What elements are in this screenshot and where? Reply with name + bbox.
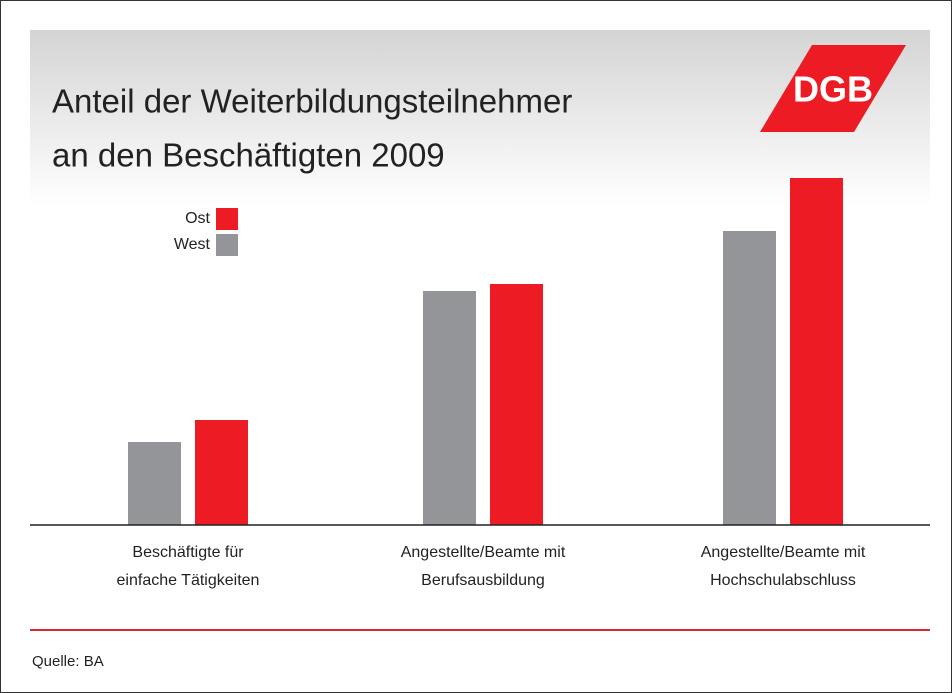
x-tick-label: einfache Tätigkeiten xyxy=(117,572,260,589)
bar xyxy=(723,231,776,525)
bar xyxy=(790,178,843,525)
source: Quelle: BA xyxy=(32,653,104,670)
legend-swatch xyxy=(216,208,238,230)
logo-shape xyxy=(760,45,906,132)
logo-text: DGB xyxy=(793,69,873,110)
bar xyxy=(490,284,543,525)
chart-title: an den Beschäftigten 2009 xyxy=(52,137,445,174)
x-tick-label: Hochschulabschluss xyxy=(710,572,856,589)
bar xyxy=(195,420,248,525)
x-tick-label: Beschäftigte für xyxy=(132,544,244,561)
chart-title: Anteil der Weiterbildungsteilnehmer xyxy=(52,83,572,120)
bar xyxy=(128,442,181,525)
legend-swatch xyxy=(216,234,238,256)
bar xyxy=(423,291,476,525)
legend-label: Ost xyxy=(185,210,210,227)
x-tick-label: Angestellte/Beamte mit xyxy=(401,544,566,561)
legend-label: West xyxy=(174,236,211,253)
x-tick-label: Angestellte/Beamte mit xyxy=(701,544,866,561)
x-tick-label: Berufsausbildung xyxy=(421,572,545,589)
